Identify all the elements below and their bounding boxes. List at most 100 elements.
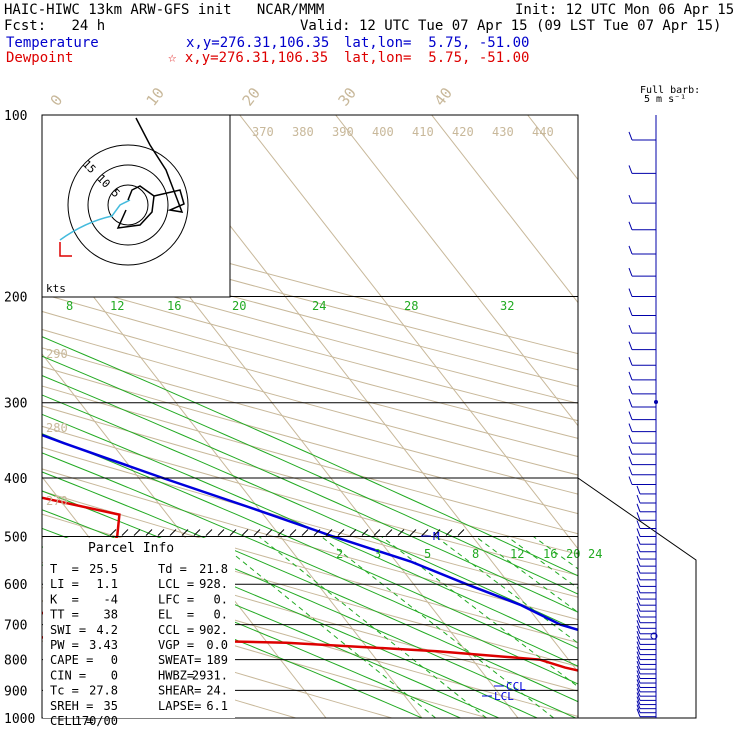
wind-barb [636,550,656,560]
mixing-ratio-label: 24 [588,547,602,561]
stability-tick [301,529,309,536]
stability-tick [385,529,393,536]
stability-tick [241,529,249,536]
stability-tick [457,529,465,536]
wind-barb-flag [628,267,633,277]
pressure-tick-label: 1000 [4,712,35,727]
parcel-info-cell: LI = [50,577,79,591]
parcel-info-cell: SWEAT= [158,653,201,667]
mixing-ratio-line [258,536,487,718]
parcel-info-cell: HWBZ= [158,668,194,682]
wind-barb [636,700,656,710]
wind-barb [636,557,656,567]
pressure-tick-label: 400 [4,472,27,487]
mixing-ratio-label: 16 [167,299,181,313]
wind-barb [628,194,656,204]
parcel-info-cell: 189 [206,653,228,667]
stability-tick [361,529,369,536]
wind-barb-flag [636,651,641,660]
parcel-info-cell: 4.2 [96,623,118,637]
isotherm-label: 40 [431,84,456,109]
hodograph-ring [107,184,149,226]
isotherm-label: 10 [143,84,168,109]
wind-barb-flag [636,597,641,606]
parcel-info-box: Parcel Info T = 25.5 Td = 21.8 LI = 1.1 LCL = 92… [43,538,235,728]
wind-barb-flag [628,165,633,174]
dry-adiabat [42,468,578,621]
hodograph-trace-low [59,199,131,241]
stability-tick [325,529,333,536]
hodograph-trace-mid [116,117,185,229]
parcel-info-cell: EL = [158,608,194,622]
wind-barb [636,620,656,629]
wind-barb [636,512,656,521]
wind-barb [636,520,656,530]
wind-barb-flag [636,665,641,675]
mixing-ratio-line [320,536,555,718]
wind-barb-flag [636,620,641,629]
parcel-info-cell: 170/00 [75,714,118,728]
wind-barb-flag [636,528,641,537]
dry-adiabat [42,425,578,576]
wind-barb [636,651,656,661]
parcel-info-cell: 0 [111,653,118,667]
wind-barb [636,503,656,513]
wind-barb-flag [636,683,641,693]
parcel-info-cell: T = [50,562,79,576]
isotherm-label: 20 [239,84,264,109]
dry-adiabat [42,293,578,439]
wind-barb-flag [636,543,641,552]
stability-tick [409,529,417,536]
mixing-ratio-label: 28 [404,299,418,313]
dry-adiabat [42,561,578,717]
parcel-info-cell: SWI = [50,623,86,637]
temperature-latlon: lat,lon= 5.75, -51.00 [344,35,530,51]
theta-label: 430 [492,125,514,139]
wind-barb [628,307,656,316]
mixing-ratio-label: 8 [66,299,73,313]
wind-barb [636,485,656,495]
stability-tick [313,529,321,536]
wind-barb-flag [636,602,641,612]
wind-barb-flag [636,630,641,640]
pressure-tick-label: 700 [4,619,27,634]
wind-barb [636,696,656,706]
wind-barb-flag [636,670,641,679]
parcel-info-cell: TT = [50,608,79,622]
wind-barb [628,476,656,486]
wind-barb [636,679,656,688]
parcel-info-title: Parcel Info [88,541,174,556]
mixing-ratio-label: 8 [472,547,479,561]
stability-tick [193,529,201,536]
wind-barb [636,670,656,680]
parcel-info-cell: CELL = [50,714,93,728]
dry-adiabat [42,347,578,495]
dry-adiabat [42,613,392,718]
temperature-xy: x,y=276.31,106.35 [186,35,330,51]
wind-barb [628,245,656,255]
pressure-tick-label: 200 [4,291,27,306]
wind-barb-flag [628,411,633,420]
wind-barb [636,614,656,624]
calm-wind-marker [650,632,658,640]
wind-barb [636,665,656,675]
wind-barb-flag [636,503,641,512]
wind-barb-flag [636,494,641,504]
theta-label: 390 [332,125,354,139]
stability-tick [349,529,357,536]
wind-barb [628,341,656,351]
sounding-marker: M [433,530,440,543]
stability-tick [217,529,225,536]
stability-tick [145,529,153,536]
valid-time: Valid: 12 UTC Tue 07 Apr 15 (09 LST Tue … [300,18,722,34]
theta-label: 380 [292,125,314,139]
parcel-info-cell: SHEAR= [158,684,201,698]
dry-adiabat [42,243,578,387]
wind-barb [628,411,656,421]
hodograph-ring [87,164,169,246]
dry-adiabat [42,310,578,458]
wind-barb-flag [628,307,633,316]
wind-barb-flag [636,696,641,705]
pressure-tick-label: 800 [4,654,27,669]
